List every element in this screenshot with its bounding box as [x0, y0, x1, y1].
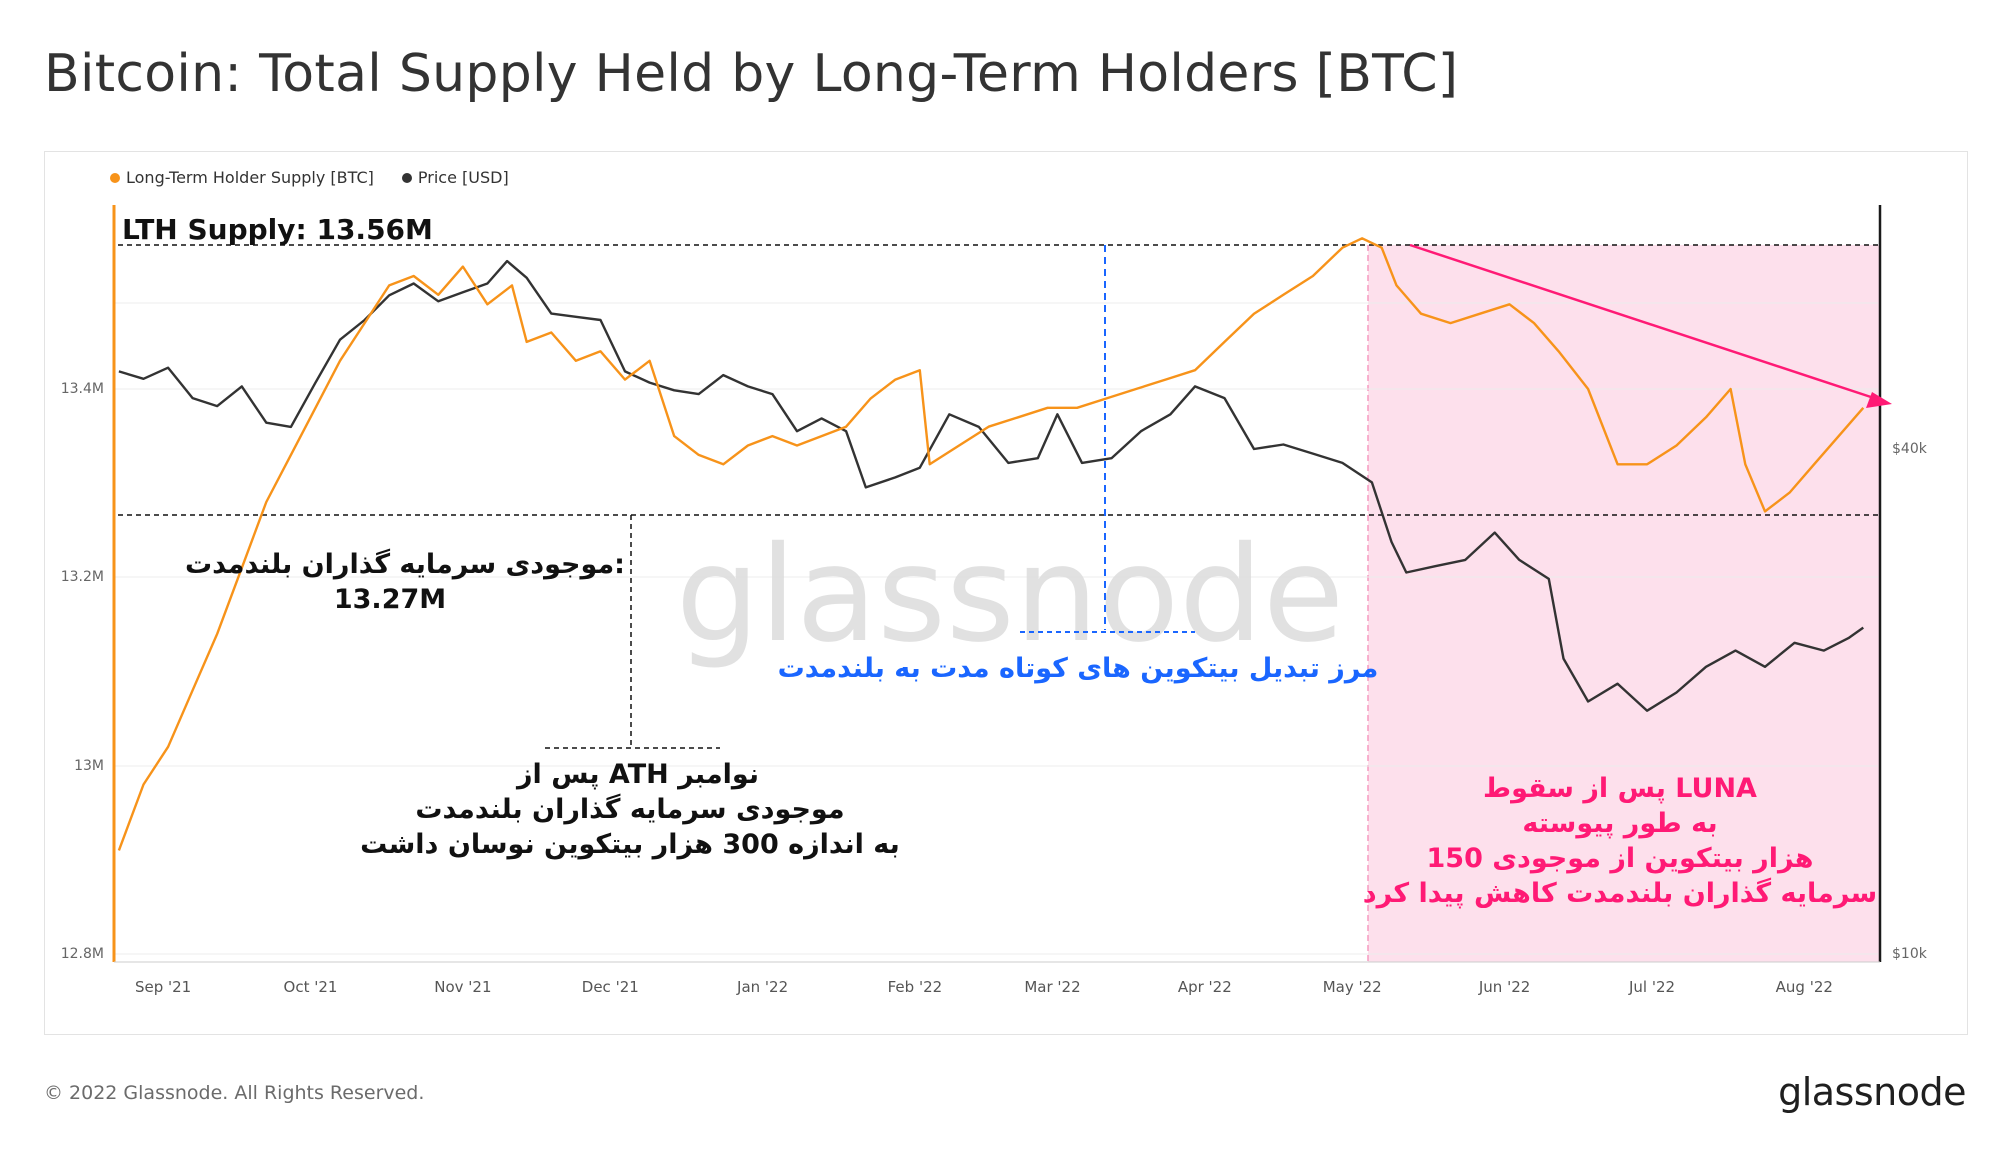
blue-boundary-label: مرز تبدیل بیتکوین های کوتاه مدت به بلندم…	[778, 653, 1379, 684]
price-series-line	[118, 259, 1864, 712]
x-tick-label: Dec '21	[582, 978, 639, 996]
x-tick-label: Oct '21	[284, 978, 338, 996]
x-tick-label: Aug '22	[1776, 978, 1833, 996]
lth-supply-label: LTH Supply: 13.56M	[122, 213, 433, 246]
y-right-tick-10k: $10k	[1892, 946, 1928, 962]
legend-label-lth: Long-Term Holder Supply [BTC]	[126, 168, 374, 187]
gridlines	[114, 302, 1878, 955]
copyright-footer: © 2022 Glassnode. All Rights Reserved.	[44, 1082, 425, 1104]
y-tick-12.8: 12.8M	[61, 946, 104, 962]
legend-item-price[interactable]: Price [USD]	[401, 168, 509, 187]
legend-item-lth[interactable]: Long-Term Holder Supply [BTC]	[110, 168, 374, 187]
y-tick-13: 13M	[74, 758, 104, 774]
y-tick-13.2: 13.2M	[61, 569, 104, 585]
chart-title: Bitcoin: Total Supply Held by Long-Term …	[44, 44, 1459, 104]
y-right-tick-40k: $40k	[1892, 441, 1928, 457]
luna-label-line1: پس از سقوط LUNA	[1483, 773, 1757, 804]
x-tick-label: Jul '22	[1628, 978, 1675, 996]
ath-label-line3: به اندازه 300 هزار بیتکوین نوسان داشت	[360, 829, 900, 860]
x-tick-label: Feb '22	[888, 978, 943, 996]
luna-shade	[1368, 245, 1879, 962]
luna-label-line3: 150 هزار بیتکوین از موجودی	[1427, 843, 1814, 874]
decline-arrow-line	[1409, 243, 1881, 402]
x-tick-label: Jun '22	[1478, 978, 1530, 996]
x-tick-label: Jan '22	[736, 978, 788, 996]
x-tick-label: Sep '21	[135, 978, 191, 996]
ath-label-line2: موجودی سرمایه گذاران بلندمدت	[415, 793, 844, 825]
x-tick-label: Apr '22	[1178, 978, 1232, 996]
legend-label-price: Price [USD]	[417, 168, 509, 187]
y-tick-13.4: 13.4M	[61, 381, 104, 397]
lth-series-line	[117, 237, 1865, 851]
left-value-label-line2: 13.27M	[334, 584, 446, 615]
x-tick-label: May '22	[1323, 978, 1382, 996]
x-tick-label: Nov '21	[434, 978, 491, 996]
legend-dot-lth	[110, 172, 120, 183]
legend: Long-Term Holder Supply [BTC] Price [USD…	[110, 168, 509, 187]
ath-label-line1: پس از ATH نوامبر	[515, 759, 759, 790]
luna-label-line4: سرمایه گذاران بلندمدت کاهش پیدا کرد	[1363, 877, 1877, 909]
decline-arrow-head	[1866, 392, 1892, 408]
x-tick-label: Mar '22	[1024, 978, 1080, 996]
luna-label-line2: به طور پیوسته	[1522, 808, 1717, 839]
brand-logo: glassnode	[1778, 1070, 1966, 1114]
watermark: glassnode	[676, 518, 1344, 672]
legend-dot-price	[401, 172, 412, 183]
left-value-label-line1: موجودی سرمایه گذاران بلندمدت:	[185, 548, 625, 580]
